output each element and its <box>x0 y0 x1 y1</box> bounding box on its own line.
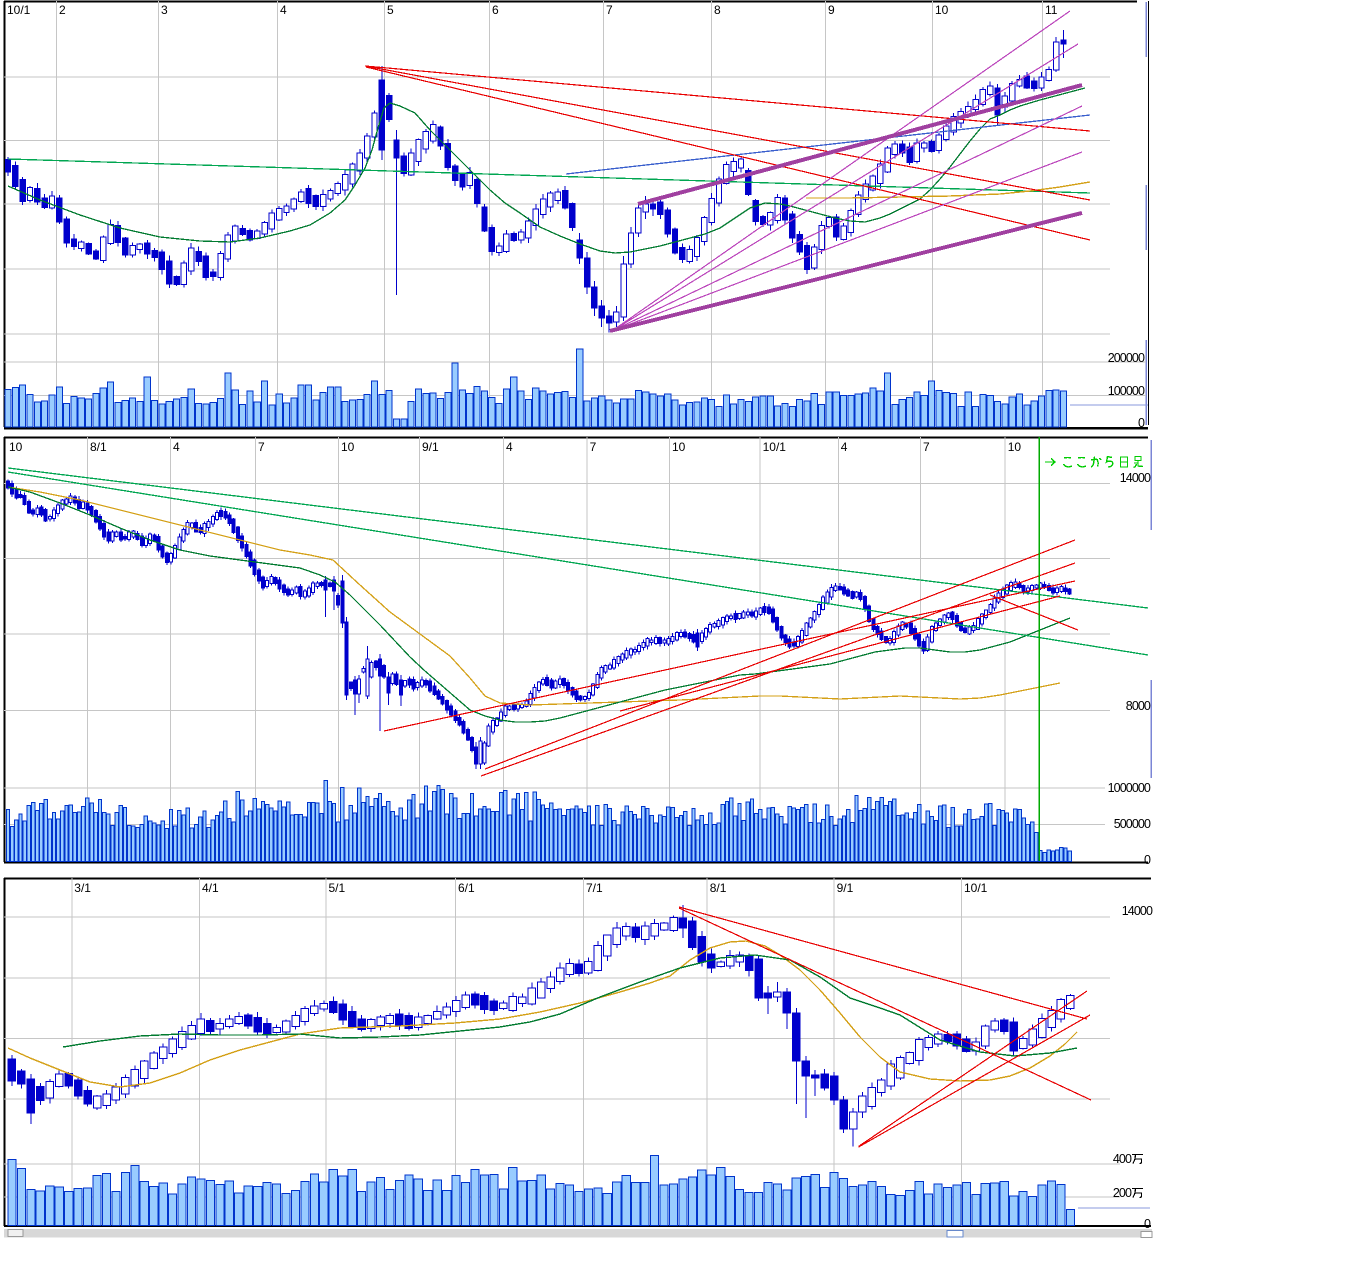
svg-text:9/1: 9/1 <box>422 440 439 454</box>
svg-text:6/1: 6/1 <box>458 881 475 895</box>
svg-text:10: 10 <box>9 440 23 454</box>
svg-text:7: 7 <box>590 440 597 454</box>
svg-text:4/1: 4/1 <box>202 881 219 895</box>
svg-text:7: 7 <box>258 440 265 454</box>
svg-text:500000: 500000 <box>1114 817 1151 831</box>
svg-text:8/1: 8/1 <box>710 881 727 895</box>
svg-text:3/1: 3/1 <box>74 881 91 895</box>
svg-text:400: 400 <box>1113 1152 1132 1166</box>
svg-text:10/1: 10/1 <box>964 881 988 895</box>
svg-text:9/1: 9/1 <box>837 881 854 895</box>
svg-text:10: 10 <box>935 3 949 17</box>
svg-text:3: 3 <box>161 3 168 17</box>
svg-text:7: 7 <box>923 440 930 454</box>
svg-text:0: 0 <box>1138 416 1145 430</box>
svg-text:200000: 200000 <box>1108 351 1145 365</box>
svg-text:200: 200 <box>1113 1186 1132 1200</box>
svg-text:14000: 14000 <box>1122 904 1153 918</box>
svg-text:2: 2 <box>59 3 66 17</box>
svg-text:4: 4 <box>841 440 848 454</box>
svg-text:4: 4 <box>506 440 513 454</box>
svg-text:7: 7 <box>606 3 613 17</box>
svg-text:0: 0 <box>1144 1217 1151 1231</box>
svg-text:8000: 8000 <box>1126 699 1151 713</box>
svg-text:1000000: 1000000 <box>1108 781 1151 795</box>
svg-text:7/1: 7/1 <box>586 881 603 895</box>
svg-text:0: 0 <box>1144 853 1151 867</box>
svg-text:6: 6 <box>492 3 499 17</box>
svg-text:8: 8 <box>714 3 721 17</box>
svg-text:10: 10 <box>1008 440 1022 454</box>
svg-text:8/1: 8/1 <box>90 440 107 454</box>
svg-text:4: 4 <box>280 3 287 17</box>
svg-text:10/1: 10/1 <box>7 3 31 17</box>
svg-text:14000: 14000 <box>1120 471 1151 485</box>
svg-text:10: 10 <box>341 440 355 454</box>
svg-text:5: 5 <box>387 3 394 17</box>
svg-text:4: 4 <box>173 440 180 454</box>
svg-text:100000: 100000 <box>1108 384 1145 398</box>
svg-text:10: 10 <box>672 440 686 454</box>
svg-text:10/1: 10/1 <box>763 440 787 454</box>
svg-text:5/1: 5/1 <box>329 881 346 895</box>
svg-text:11: 11 <box>1045 3 1058 17</box>
svg-text:9: 9 <box>828 3 835 17</box>
